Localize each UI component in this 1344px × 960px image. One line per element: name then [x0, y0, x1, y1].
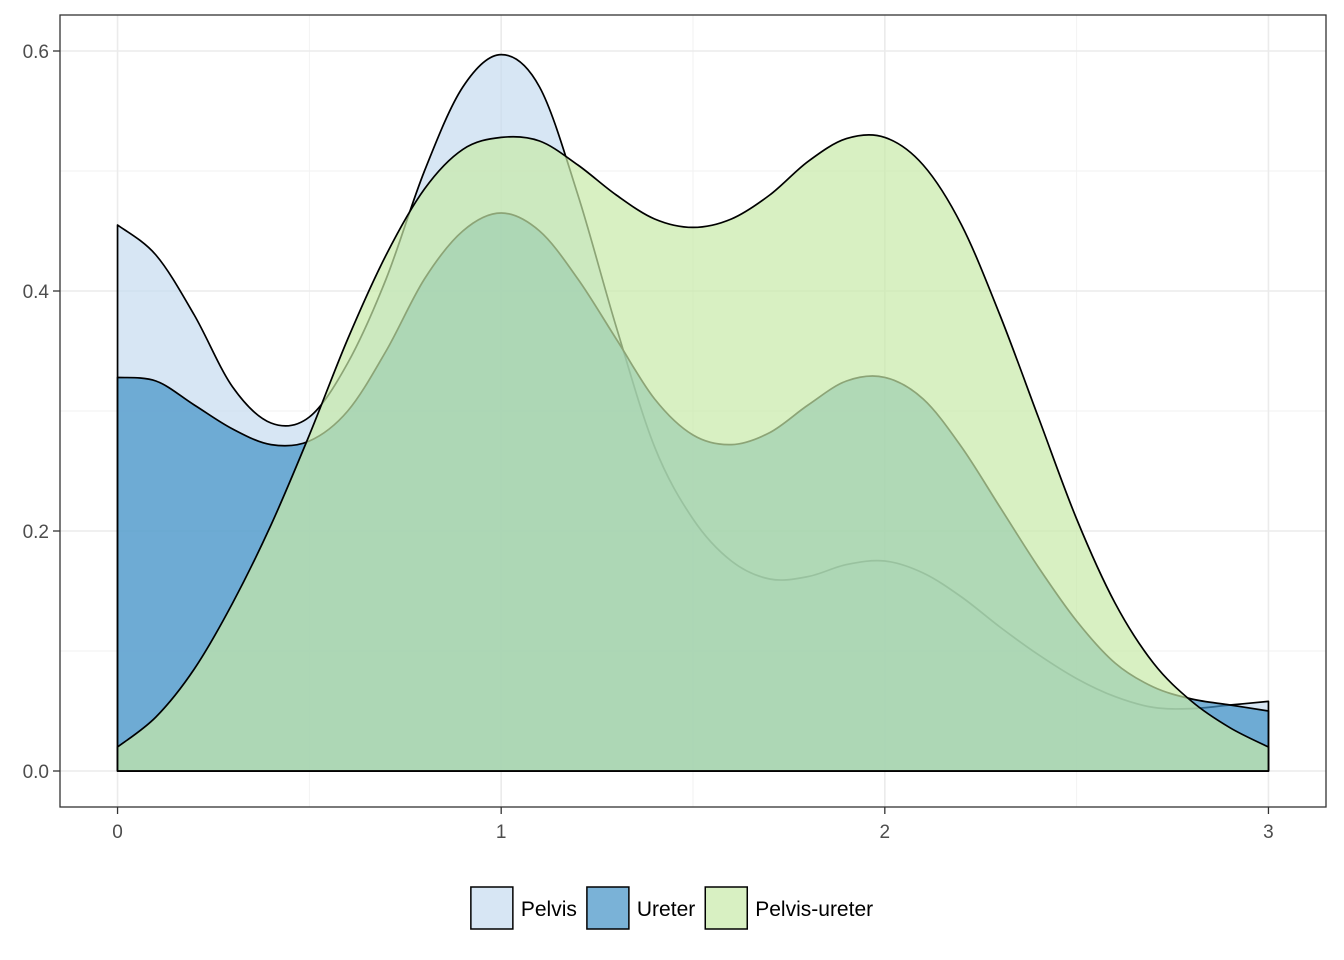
legend-label: Ureter — [637, 898, 695, 921]
y-axis: 0.0 0.2 0.4 0.6 — [23, 42, 60, 783]
legend-label: Pelvis — [521, 898, 577, 921]
legend-key — [586, 886, 630, 930]
x-tick-label: 2 — [880, 822, 891, 843]
x-tick-label: 3 — [1263, 822, 1274, 843]
legend-key — [470, 886, 514, 930]
x-tick-label: 1 — [496, 822, 507, 843]
panel-border — [59, 14, 1327, 808]
legend-label: Pelvis-ureter — [755, 898, 873, 921]
legend: Pelvis Ureter Pelvis-ureter — [470, 886, 873, 930]
y-tick-label: 0.4 — [23, 282, 50, 303]
density-areas — [116, 53, 1270, 772]
y-tick-label: 0.6 — [23, 42, 49, 63]
y-tick-label: 0.0 — [23, 762, 49, 783]
y-tick-label: 0.2 — [23, 522, 49, 543]
x-tick-label: 0 — [112, 822, 123, 843]
legend-key — [704, 886, 749, 930]
density-area-pelvis-ureter — [116, 133, 1270, 772]
x-axis: 0 1 2 3 — [112, 807, 1274, 843]
